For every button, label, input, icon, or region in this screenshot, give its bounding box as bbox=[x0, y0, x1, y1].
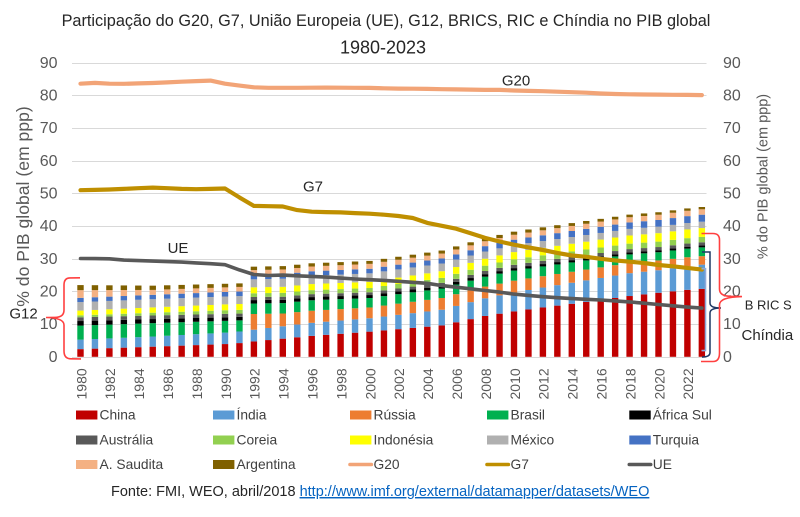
svg-text:20: 20 bbox=[40, 284, 58, 301]
svg-text:UE: UE bbox=[653, 457, 672, 472]
svg-text:Austrália: Austrália bbox=[100, 433, 154, 448]
svg-text:1992: 1992 bbox=[247, 368, 263, 399]
svg-text:70: 70 bbox=[723, 120, 741, 137]
svg-text:1984: 1984 bbox=[131, 368, 147, 399]
svg-text:2016: 2016 bbox=[594, 368, 610, 399]
svg-text:2008: 2008 bbox=[478, 368, 494, 399]
svg-text:A. Saudita: A. Saudita bbox=[100, 457, 164, 472]
svg-text:2002: 2002 bbox=[391, 368, 407, 399]
svg-text:África Sul: África Sul bbox=[653, 407, 712, 423]
svg-text:0: 0 bbox=[723, 349, 732, 366]
svg-text:1988: 1988 bbox=[189, 368, 205, 399]
svg-text:1990: 1990 bbox=[218, 368, 234, 399]
svg-text:1986: 1986 bbox=[160, 368, 176, 399]
svg-text:0: 0 bbox=[49, 349, 58, 366]
svg-text:Rússia: Rússia bbox=[374, 408, 416, 423]
svg-text:2012: 2012 bbox=[536, 368, 552, 399]
svg-text:Chíndia: Chíndia bbox=[742, 327, 794, 344]
svg-text:UE: UE bbox=[168, 240, 189, 257]
svg-text:G20: G20 bbox=[374, 457, 400, 472]
svg-text:10: 10 bbox=[723, 316, 741, 333]
svg-text:2010: 2010 bbox=[507, 368, 523, 399]
svg-text:40: 40 bbox=[723, 218, 741, 235]
svg-text:Índia: Índia bbox=[237, 407, 267, 423]
svg-text:2022: 2022 bbox=[680, 368, 696, 399]
svg-text:30: 30 bbox=[723, 251, 741, 268]
svg-text:Indonésia: Indonésia bbox=[374, 433, 434, 448]
svg-text:60: 60 bbox=[40, 153, 58, 170]
svg-text:China: China bbox=[100, 408, 136, 423]
svg-text:México: México bbox=[511, 433, 555, 448]
svg-text:50: 50 bbox=[723, 186, 741, 203]
svg-text:80: 80 bbox=[723, 87, 741, 104]
svg-text:G20: G20 bbox=[502, 73, 530, 90]
svg-text:90: 90 bbox=[40, 55, 58, 72]
svg-text:90: 90 bbox=[723, 55, 741, 72]
svg-text:Brasil: Brasil bbox=[511, 408, 546, 423]
svg-text:10: 10 bbox=[40, 316, 58, 333]
svg-text:80: 80 bbox=[40, 87, 58, 104]
svg-text:G7: G7 bbox=[303, 179, 323, 196]
svg-text:Turquia: Turquia bbox=[653, 433, 700, 448]
svg-text:Coreia: Coreia bbox=[237, 433, 278, 448]
svg-text:B RIC S: B RIC S bbox=[745, 298, 792, 313]
svg-text:2020: 2020 bbox=[651, 368, 667, 399]
svg-text:50: 50 bbox=[40, 186, 58, 203]
svg-text:1982: 1982 bbox=[102, 368, 118, 399]
svg-text:2000: 2000 bbox=[362, 368, 378, 399]
svg-text:60: 60 bbox=[723, 153, 741, 170]
svg-text:2014: 2014 bbox=[565, 368, 581, 399]
svg-text:2018: 2018 bbox=[622, 368, 638, 399]
svg-text:40: 40 bbox=[40, 218, 58, 235]
svg-text:1980-2023: 1980-2023 bbox=[340, 38, 426, 58]
svg-text:2004: 2004 bbox=[420, 368, 436, 399]
svg-text:1996: 1996 bbox=[305, 368, 321, 399]
svg-text:% do PIB global (em ppp): % do PIB global (em ppp) bbox=[756, 94, 772, 259]
svg-text:1994: 1994 bbox=[276, 368, 292, 399]
svg-text:30: 30 bbox=[40, 251, 58, 268]
svg-text:1980: 1980 bbox=[73, 368, 89, 399]
svg-text:% do PIB global (em ppp): % do PIB global (em ppp) bbox=[13, 106, 33, 306]
svg-text:70: 70 bbox=[40, 120, 58, 137]
svg-text:Argentina: Argentina bbox=[237, 457, 296, 472]
svg-text:Participação do G20, G7, União: Participação do G20, G7, União Europeia … bbox=[62, 12, 711, 30]
svg-text:2006: 2006 bbox=[449, 368, 465, 399]
svg-text:G7: G7 bbox=[511, 457, 529, 472]
svg-text:G12: G12 bbox=[9, 305, 37, 322]
svg-text:1998: 1998 bbox=[333, 368, 349, 399]
svg-text:Fonte: FMI, WEO, abril/2018 ht: Fonte: FMI, WEO, abril/2018 http://www.i… bbox=[111, 484, 649, 500]
